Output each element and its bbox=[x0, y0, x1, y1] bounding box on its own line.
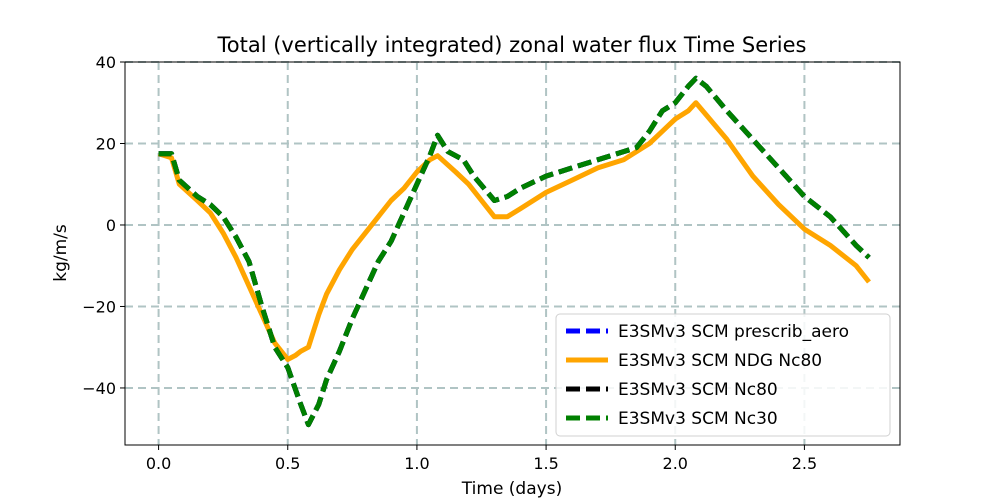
y-tick-label: 0 bbox=[106, 216, 116, 235]
x-tick-label: 0.5 bbox=[275, 454, 300, 473]
y-tick-label: −20 bbox=[82, 297, 116, 316]
series-lines bbox=[157, 75, 871, 428]
series-line-4 bbox=[158, 75, 871, 428]
legend-label: E3SMv3 SCM Nc30 bbox=[618, 409, 778, 429]
y-tick-label: 40 bbox=[96, 53, 116, 72]
y-tick-label: −40 bbox=[82, 379, 116, 398]
x-axis-ticks: 0.0 0.5 1.0 1.5 2.0 2.5 bbox=[146, 445, 817, 473]
y-axis-label: kg/m/s bbox=[51, 224, 71, 282]
plot-frame bbox=[124, 61, 901, 446]
x-axis-label: Time (days) bbox=[461, 479, 562, 499]
legend: E3SMv3 SCM prescrib_aero E3SMv3 SCM NDG N… bbox=[555, 313, 891, 437]
x-tick-label: 2.0 bbox=[663, 454, 688, 473]
y-tick-label: 20 bbox=[96, 134, 116, 153]
legend-box bbox=[555, 313, 891, 437]
x-tick-label: 1.5 bbox=[533, 454, 558, 473]
legend-label: E3SMv3 SCM Nc80 bbox=[618, 380, 778, 400]
x-tick-label: 2.5 bbox=[792, 454, 817, 473]
x-tick-label: 1.0 bbox=[404, 454, 429, 473]
chart-title: Total (vertically integrated) zonal wate… bbox=[217, 33, 807, 57]
y-axis-ticks: −40 −20 0 20 40 bbox=[82, 53, 125, 398]
legend-label: E3SMv3 SCM prescrib_aero bbox=[618, 322, 849, 342]
legend-label: E3SMv3 SCM NDG Nc80 bbox=[618, 351, 822, 371]
x-tick-label: 0.0 bbox=[146, 454, 171, 473]
